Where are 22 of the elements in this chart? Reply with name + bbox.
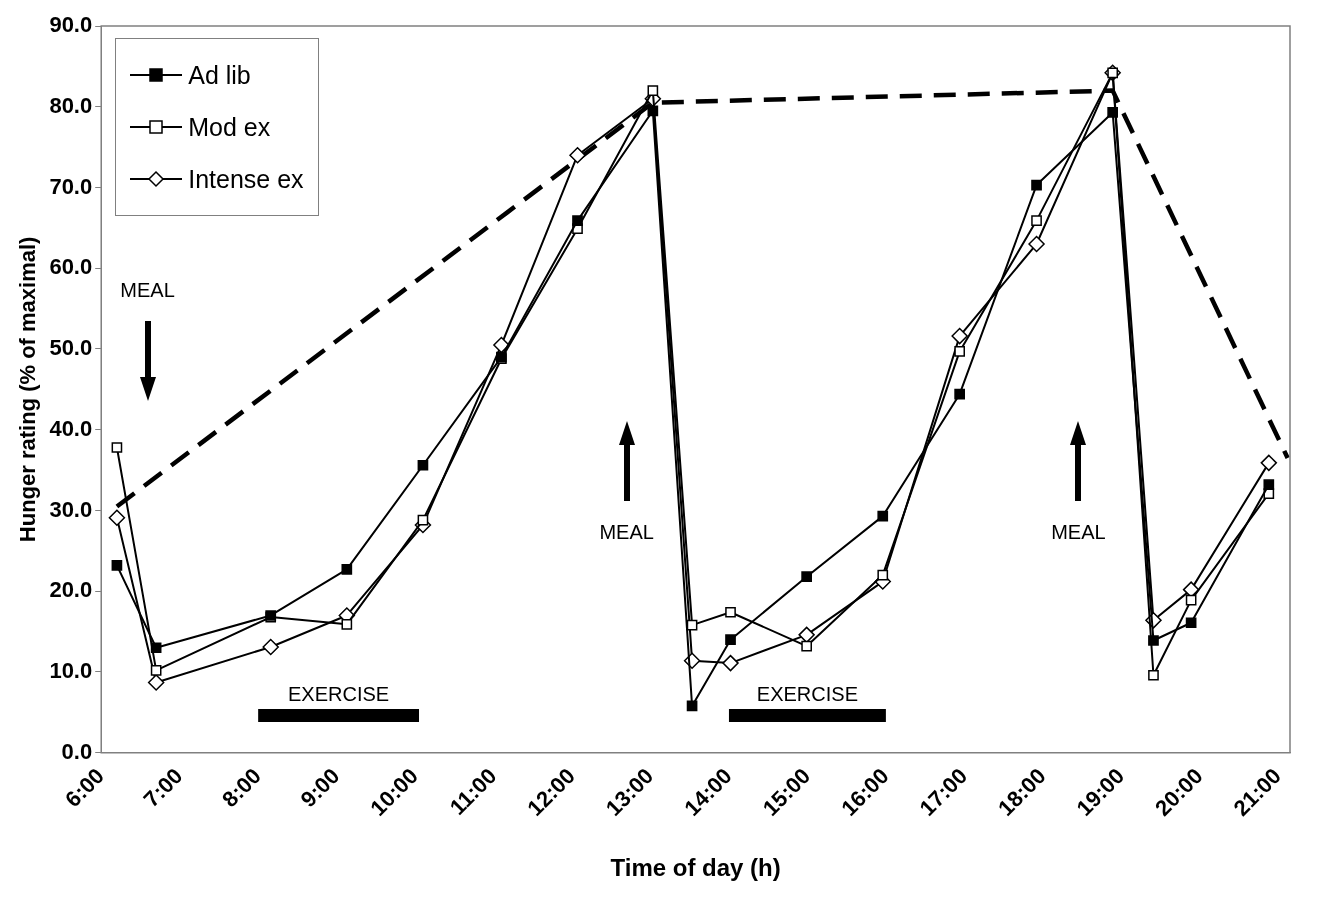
y-tick-label: 70.0 (49, 173, 93, 199)
legend-label: Ad lib (188, 60, 251, 90)
y-tick-label: 10.0 (49, 658, 93, 684)
y-tick-label: 40.0 (49, 415, 93, 441)
x-tick-label: 6:00 (60, 763, 110, 813)
y-tick-label: 90.0 (49, 12, 93, 38)
y-tick-label: 0.0 (61, 738, 93, 764)
legend-label: Intense ex (188, 164, 304, 194)
annotation: EXERCISE (288, 683, 390, 706)
y-tick-label: 20.0 (49, 577, 93, 603)
x-tick-label: 7:00 (138, 763, 188, 813)
y-tick-label: 50.0 (49, 335, 93, 361)
annotation: EXERCISE (756, 683, 858, 706)
y-tick-label: 80.0 (49, 92, 93, 118)
annotation: MEAL (1051, 520, 1106, 543)
y-tick-label: 60.0 (49, 254, 93, 280)
annotation: MEAL (599, 520, 654, 543)
y-axis-title: Hunger rating (% of maximal) (15, 236, 41, 543)
y-tick-label: 30.0 (49, 496, 93, 522)
legend-label: Mod ex (188, 112, 271, 142)
x-axis-title: Time of day (h) (610, 854, 781, 882)
annotation: MEAL (120, 278, 175, 301)
